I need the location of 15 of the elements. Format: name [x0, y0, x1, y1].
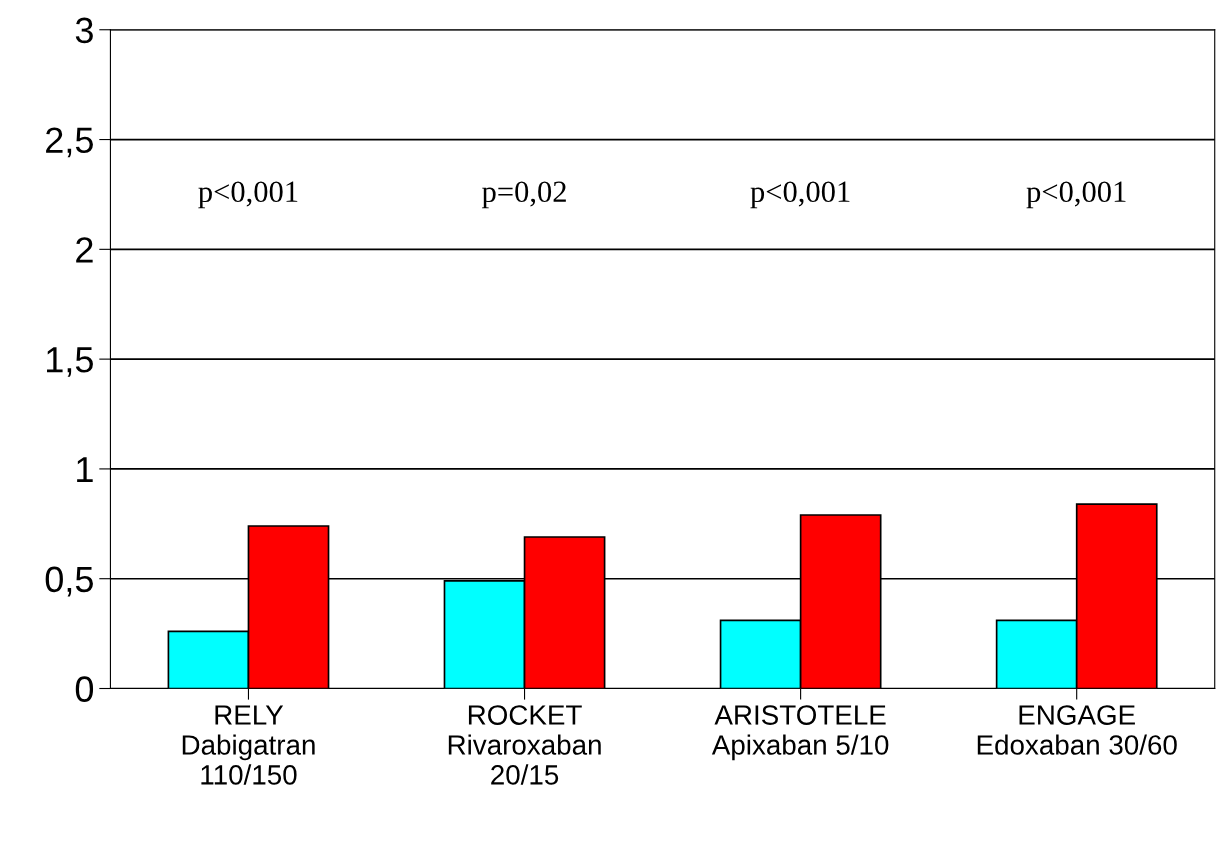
x-tick-label: ENGAGE Edoxaban 30/60 — [977, 705, 1177, 755]
y-tick-label: 1 — [77, 457, 93, 482]
y-tick-label: 3 — [75, 17, 93, 44]
x-tick-label: RELY Dabigatran 110/150 — [182, 705, 315, 785]
annotation: p<0,001 — [198, 181, 298, 209]
y-tick-label: 1,5 — [47, 347, 93, 377]
y-tick-label: 2 — [76, 237, 93, 263]
x-tick-label: ROCKET Rivaroxaban 20/15 — [448, 705, 601, 785]
x-tick-label: ARISTOTELE Apixaban 5/10 — [711, 705, 889, 761]
y-tick-label: 0,5 — [45, 566, 93, 597]
annotation: p=0,02 — [482, 181, 566, 209]
y-tick-label: 2,5 — [46, 127, 93, 158]
y-tick-label: 0 — [75, 676, 94, 702]
annotation: p<0,001 — [750, 181, 850, 209]
annotation: p<0,001 — [1026, 181, 1126, 209]
